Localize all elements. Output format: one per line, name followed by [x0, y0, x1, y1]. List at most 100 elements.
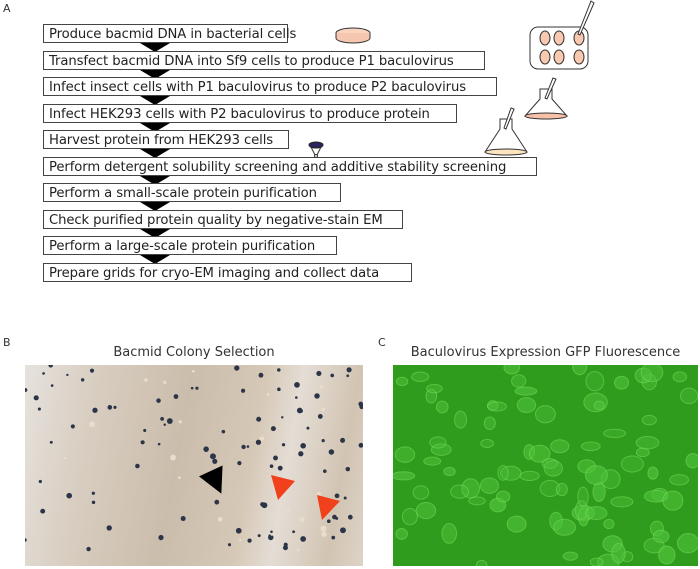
- fluorescent-cell: [572, 365, 588, 376]
- workflow-step: Perform a large-scale protein purificati…: [43, 236, 337, 255]
- fluorescent-cell: [555, 482, 568, 497]
- colony: [259, 436, 265, 442]
- fluorescent-cell: [395, 528, 408, 540]
- colony: [292, 530, 296, 534]
- fluorescent-cell: [468, 496, 486, 506]
- fluorescent-cell: [685, 453, 698, 469]
- colony: [227, 543, 232, 547]
- workflow-step: Prepare grids for cryo-EM imaging and co…: [43, 262, 412, 282]
- colony: [48, 365, 54, 368]
- colony: [328, 449, 335, 455]
- panel-c-label: C: [378, 336, 386, 349]
- colony: [294, 382, 300, 388]
- bacmid-colony-plate-photo: [25, 365, 363, 566]
- colony: [340, 527, 346, 534]
- colony: [270, 530, 273, 534]
- fluorescent-cell: [603, 518, 615, 530]
- fluorescent-cell: [487, 401, 507, 412]
- flask-icon: [523, 77, 569, 120]
- fluorescent-cell: [435, 400, 449, 414]
- colony: [50, 384, 54, 387]
- colony: [214, 499, 220, 505]
- colony: [212, 459, 217, 464]
- colony: [239, 538, 242, 542]
- colony: [241, 444, 246, 450]
- down-arrow: [140, 122, 170, 132]
- petri-dish-icon: [335, 27, 371, 44]
- colony: [49, 440, 53, 444]
- fluorescent-cell: [506, 515, 527, 533]
- colony: [258, 372, 264, 378]
- fluorescent-cell: [480, 438, 494, 448]
- colony: [335, 516, 339, 520]
- fluorescent-cell: [593, 400, 605, 411]
- colony: [25, 388, 28, 392]
- colony: [277, 368, 281, 372]
- colony: [247, 538, 252, 543]
- fluorescent-cell: [669, 474, 690, 486]
- fluorescent-cell: [423, 456, 442, 466]
- colony: [261, 502, 268, 509]
- colony: [70, 424, 75, 429]
- colony: [319, 385, 324, 389]
- colony: [106, 525, 112, 531]
- colony: [300, 442, 306, 449]
- colony: [358, 442, 363, 448]
- flask-icon: [484, 107, 528, 156]
- colony: [25, 538, 27, 542]
- fluorescent-cell: [497, 465, 509, 481]
- fluorescent-cell: [475, 559, 488, 566]
- fluorescent-cell: [393, 471, 416, 481]
- colony: [346, 367, 352, 373]
- fluorescent-cell: [580, 441, 601, 452]
- colony: [173, 394, 179, 399]
- colony: [140, 440, 145, 445]
- colony: [300, 536, 306, 542]
- colony: [135, 463, 140, 469]
- fluorescent-cell: [589, 557, 604, 566]
- gfp-fluorescence-photo: [393, 365, 698, 566]
- fluorescent-cell: [450, 484, 470, 499]
- colony: [66, 492, 73, 499]
- fluorescent-cell: [672, 371, 687, 383]
- colony: [317, 413, 323, 419]
- colony: [281, 443, 286, 447]
- colony: [170, 454, 176, 461]
- colony: [237, 460, 242, 466]
- colony: [160, 417, 164, 421]
- colony: [277, 387, 281, 392]
- colony: [298, 451, 304, 457]
- fluorescent-cell: [676, 533, 698, 554]
- colony: [340, 437, 346, 443]
- colony: [163, 423, 166, 426]
- fluorescent-cell: [634, 367, 652, 384]
- colony: [277, 465, 283, 471]
- colony: [299, 516, 305, 523]
- colony: [282, 545, 288, 551]
- colony: [266, 392, 270, 396]
- fluorescent-cell: [652, 529, 670, 544]
- red-arrowhead: [317, 495, 340, 520]
- fluorescent-cell: [430, 443, 452, 456]
- fluorescent-cell: [443, 466, 456, 477]
- colony: [156, 398, 161, 403]
- fluorescent-cell: [543, 460, 563, 477]
- colony: [40, 508, 46, 514]
- colony: [269, 464, 274, 469]
- colony: [37, 407, 41, 411]
- fluorescent-cell: [585, 371, 605, 392]
- fluorescent-cell: [415, 501, 437, 520]
- colony: [203, 446, 209, 452]
- fluorescent-cell: [611, 542, 626, 564]
- colony: [246, 445, 250, 448]
- colony: [157, 442, 161, 446]
- fluorescent-cell: [528, 444, 551, 463]
- fluorescent-cell: [441, 522, 458, 544]
- fluorescent-cell: [425, 383, 443, 394]
- workflow-step: Harvest protein from HEK293 cells: [43, 130, 289, 149]
- colony: [322, 469, 327, 474]
- fluorescent-cell: [610, 496, 634, 508]
- down-arrow: [140, 228, 170, 238]
- panel-b-title: Bacmid Colony Selection: [113, 345, 275, 360]
- fluorescent-cell: [552, 518, 576, 536]
